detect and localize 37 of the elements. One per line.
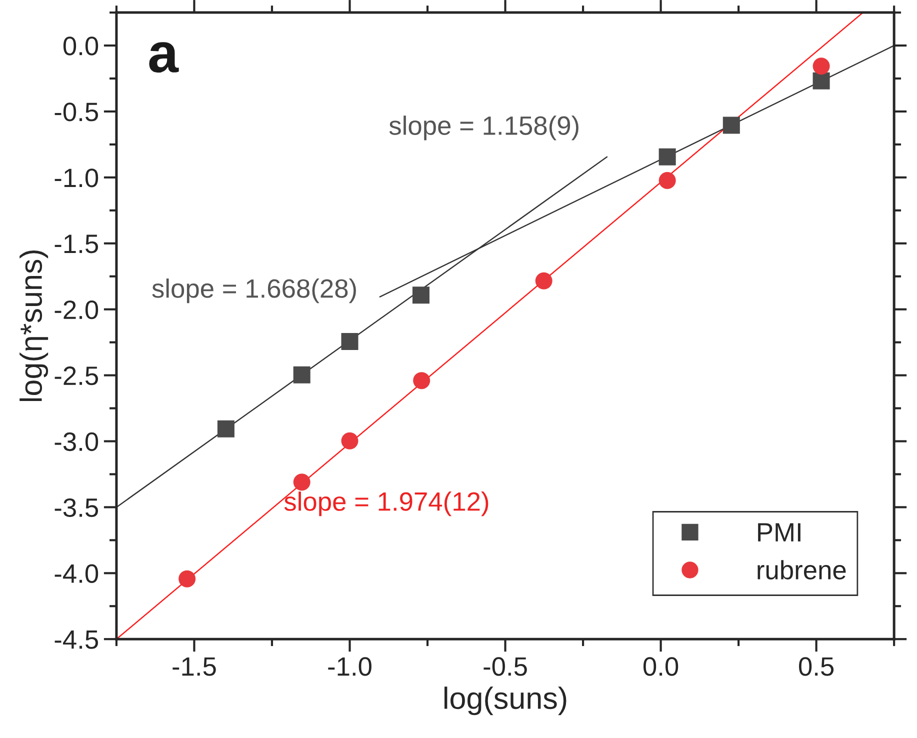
point [217,420,234,438]
point [178,570,196,588]
point [293,366,310,384]
point [412,286,430,304]
y-tick-label: -3.0 [54,432,98,452]
y-tick-label: -0.5 [54,102,98,122]
y-tick-label: -4.5 [54,630,98,649]
point [812,58,830,75]
y-tick-label: -1.0 [54,168,98,188]
point [658,148,676,166]
point [722,116,740,134]
x-axis-title: log(suns) [444,686,566,716]
point [341,333,358,350]
annotation: slope = 1.974(12) [284,492,488,516]
y-tick-label: -1.5 [54,234,98,254]
y-tick-label: -3.5 [54,498,98,518]
annotation: slope = 1.158(9) [389,116,578,140]
legend-label: PMI [758,523,800,542]
point [658,172,676,189]
x-tick-label: -0.5 [484,657,527,676]
point [535,272,552,290]
y-tick-label: -4.0 [54,564,98,583]
point [341,432,358,450]
x-tick-label: 0.5 [799,657,834,676]
y-axis-title: log(η*suns) [20,250,48,402]
y-tick-label: -2.5 [54,366,98,386]
y-tick-label: 0.0 [63,36,98,56]
y-tick-label: -2.0 [54,300,98,320]
x-tick-label: -1.5 [172,657,216,676]
legend-label: rubrene [758,560,846,580]
x-tick-label: 0.0 [643,657,678,676]
annotation: slope = 1.668(28) [152,278,356,304]
annotation: a [149,42,179,73]
point [812,72,830,90]
point [293,474,310,491]
x-tick-label: -1.0 [328,657,372,676]
point [413,372,430,390]
